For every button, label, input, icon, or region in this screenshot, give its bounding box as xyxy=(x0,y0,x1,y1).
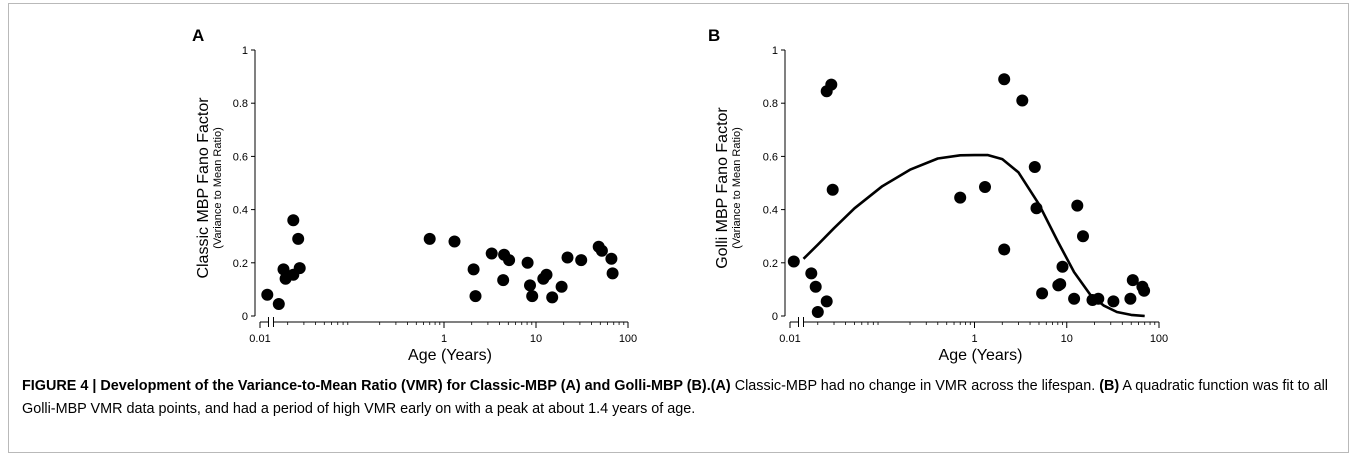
chart-panel-a: A 0 0.2 0.4 0.6 0.8 1 0.01 1 10 100 Age (Years) Clas… xyxy=(192,26,637,364)
data-point xyxy=(606,267,619,280)
data-point xyxy=(561,251,574,264)
figure-caption: FIGURE 4 | Development of the Variance-t… xyxy=(22,375,1340,421)
data-point xyxy=(1028,161,1041,173)
data-point xyxy=(954,191,967,204)
data-point xyxy=(485,247,498,260)
data-point xyxy=(467,263,480,276)
y-tick-label: 0 xyxy=(242,311,248,323)
data-point xyxy=(1036,287,1049,300)
y-axis-label: Classic MBP Fano Factor xyxy=(195,97,212,279)
data-point xyxy=(805,267,818,280)
y-tick-label: 0.4 xyxy=(233,205,248,217)
data-point xyxy=(524,279,536,292)
figure-frame xyxy=(8,3,1349,453)
data-point xyxy=(1071,199,1084,212)
data-point xyxy=(811,306,824,318)
x-axis-label: Age (Years) xyxy=(939,347,1023,364)
x-tick-label: 10 xyxy=(1061,333,1073,345)
y-tick-label: 0.4 xyxy=(763,205,778,217)
x-axis-label: Age (Years) xyxy=(408,347,492,364)
x-tick-label: 100 xyxy=(1150,333,1168,345)
data-point xyxy=(497,274,510,287)
data-point xyxy=(1107,295,1120,308)
data-point xyxy=(448,235,461,248)
data-point xyxy=(469,290,482,303)
data-point xyxy=(1068,292,1081,305)
data-point xyxy=(526,290,539,303)
data-point xyxy=(605,252,618,265)
data-point xyxy=(1126,274,1139,287)
y-tick-label: 0.2 xyxy=(763,258,778,270)
x-tick-label: 10 xyxy=(530,333,542,345)
caption-label: FIGURE 4 | Development of the Variance-t… xyxy=(22,378,711,394)
y-axis-sublabel: (Variance to Mean Ratio) xyxy=(731,127,743,248)
caption-b-ref: (B) xyxy=(1099,378,1120,394)
data-point xyxy=(272,298,285,310)
data-point xyxy=(1124,292,1137,305)
y-tick-label: 0.6 xyxy=(763,151,778,163)
data-point xyxy=(546,291,559,304)
fit-curve xyxy=(802,153,1145,318)
data-point xyxy=(825,78,838,91)
y-tick-label: 0 xyxy=(772,311,778,323)
x-tick-label: 1 xyxy=(971,333,977,345)
chart-panel-b: B 0 0.2 0.4 0.6 0.8 1 0.01 1 10 100 Age (Years) Goll… xyxy=(708,26,1168,364)
data-point xyxy=(998,243,1011,256)
data-point xyxy=(1056,260,1069,273)
y-tick-label: 0.8 xyxy=(233,98,248,110)
x-tick-label: 100 xyxy=(619,333,637,345)
data-point xyxy=(1016,94,1029,107)
data-point xyxy=(826,183,839,196)
data-point xyxy=(979,181,991,193)
x-tick-label: 0.01 xyxy=(249,333,270,345)
data-point xyxy=(261,288,274,301)
data-point xyxy=(521,256,534,269)
y-axis-label: Golli MBP Fano Factor xyxy=(714,107,731,269)
data-point xyxy=(1030,202,1043,215)
y-tick-label: 0.2 xyxy=(233,258,248,270)
caption-a-text: Classic-MBP had no change in VMR across … xyxy=(730,378,1100,394)
data-point xyxy=(540,268,553,281)
data-point xyxy=(1092,292,1105,305)
data-point xyxy=(277,263,290,276)
caption-a-ref: (A) xyxy=(710,378,731,394)
data-point xyxy=(292,232,305,245)
y-tick-label: 1 xyxy=(772,45,778,57)
data-point xyxy=(787,255,800,268)
y-tick-label: 0.6 xyxy=(233,151,248,163)
data-point xyxy=(555,280,568,293)
x-tick-label: 1 xyxy=(441,333,447,345)
y-tick-label: 1 xyxy=(242,45,248,57)
x-tick-label: 0.01 xyxy=(779,333,800,345)
data-point xyxy=(998,73,1011,86)
data-point xyxy=(595,244,608,257)
panel-label: A xyxy=(192,26,204,45)
data-point xyxy=(503,254,516,267)
caption-b-text: A quadratic function was fit to all Goll… xyxy=(22,378,1328,417)
data-point xyxy=(809,280,822,293)
data-point xyxy=(575,254,588,267)
panel-label: B xyxy=(708,26,720,45)
data-point xyxy=(423,232,436,245)
data-point xyxy=(287,214,300,227)
data-point xyxy=(293,262,306,275)
y-axis-sublabel: (Variance to Mean Ratio) xyxy=(212,127,224,248)
data-point xyxy=(820,295,833,308)
data-point xyxy=(1054,278,1067,291)
data-point xyxy=(1077,230,1089,243)
y-tick-label: 0.8 xyxy=(763,98,778,110)
data-point xyxy=(1138,284,1151,297)
